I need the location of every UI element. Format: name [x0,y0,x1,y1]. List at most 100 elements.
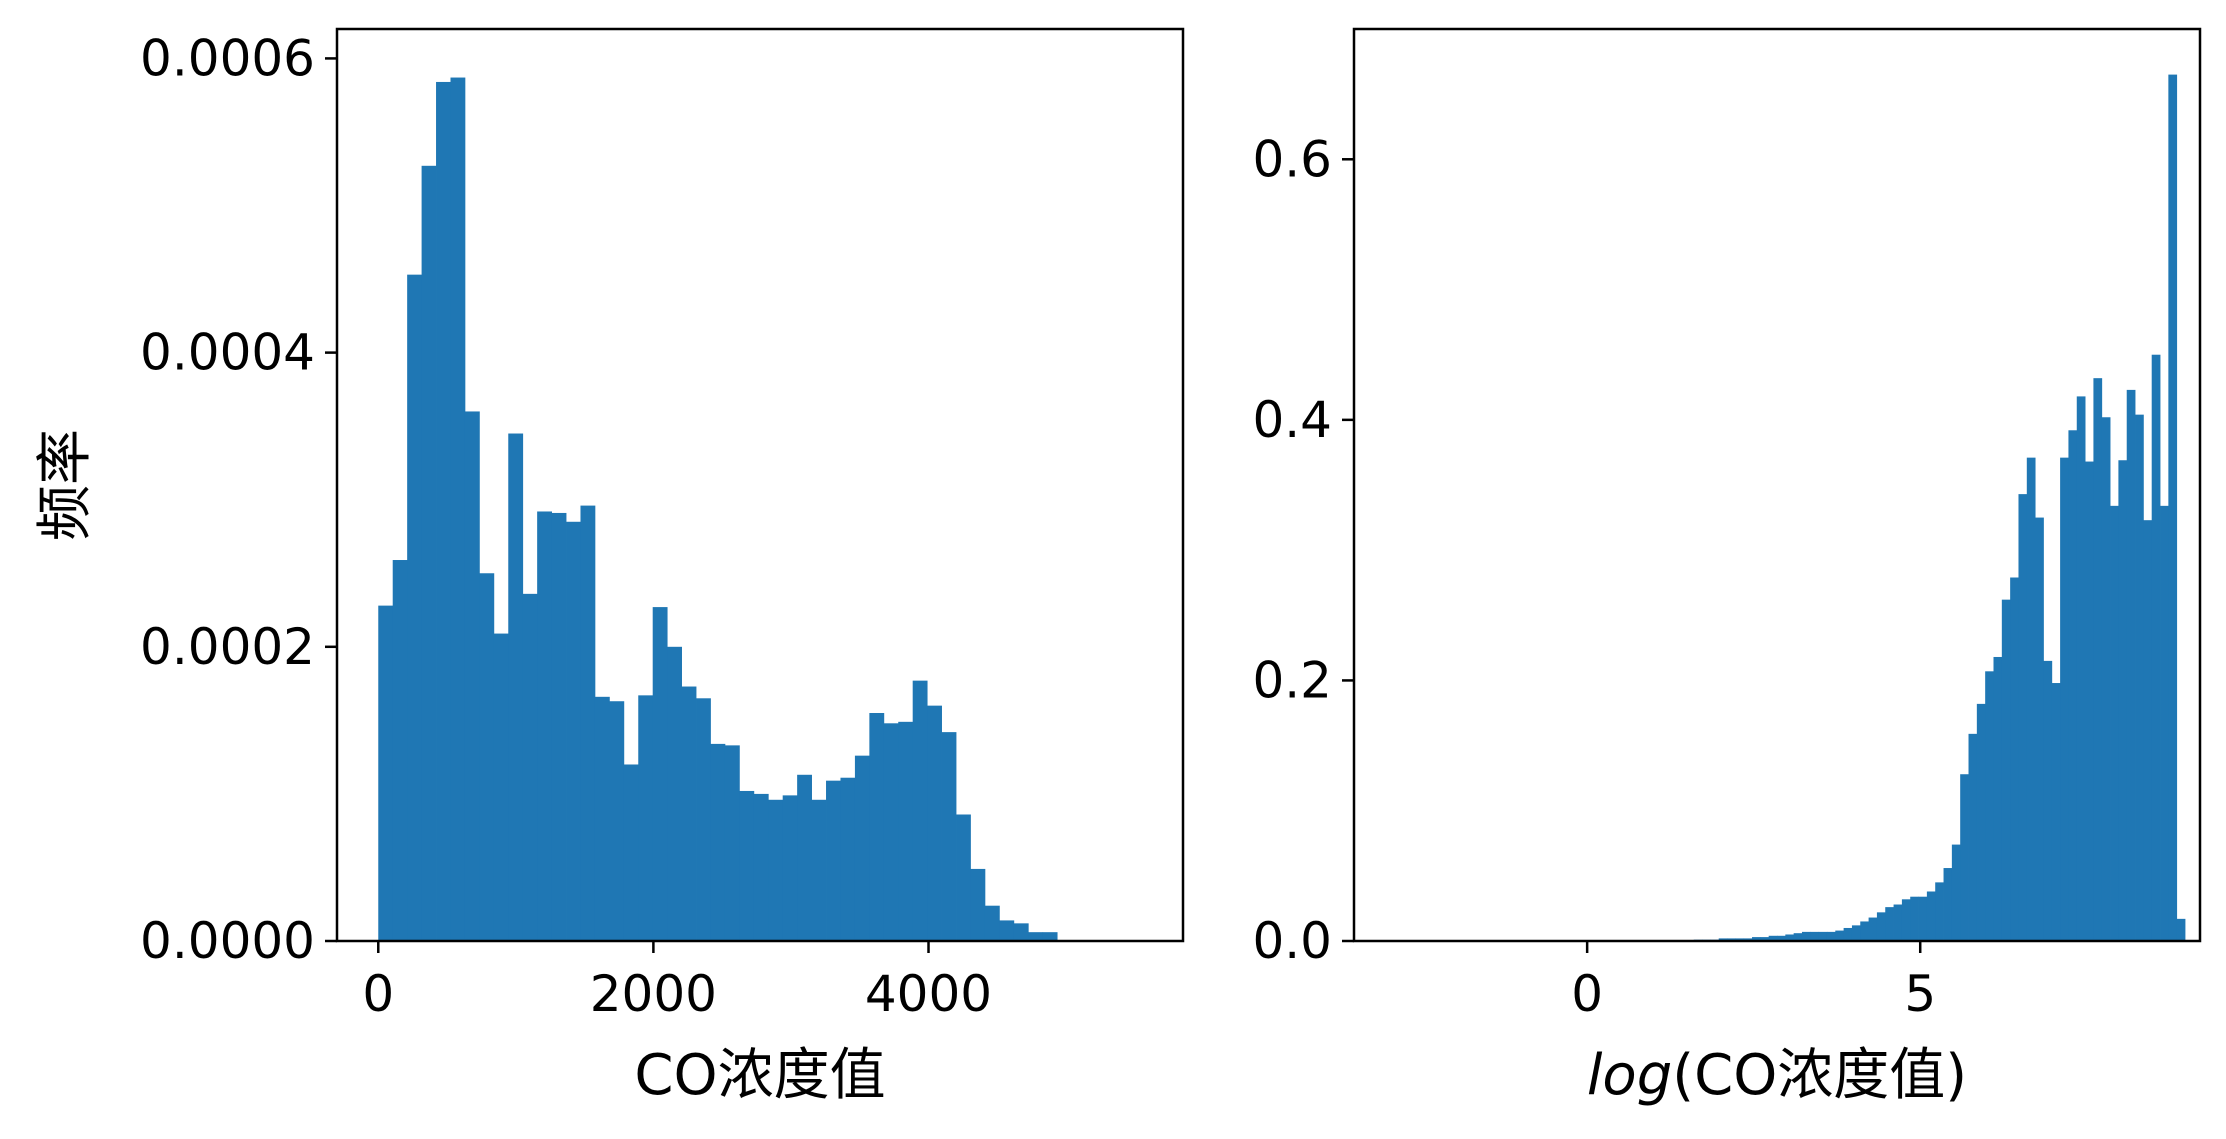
right-histogram-bar [2135,414,2144,941]
left-histogram-bar [450,77,466,942]
right-histogram-bar [1752,937,1761,941]
left-histogram-bar [667,646,682,941]
right-histogram-bar [1760,937,1770,941]
right-histogram-bar [2026,457,2036,941]
right-histogram-bar [1951,844,1961,941]
right-histogram-bar [1976,703,1986,941]
left-histogram-bar [551,512,567,941]
right-histogram-bar [1801,931,1811,941]
left-y-tick-label: 0.0000 [140,912,315,970]
right-histogram-bars [1693,74,2186,942]
right-histogram-bar [2160,505,2169,941]
right-histogram-bar [2093,378,2103,941]
left-histogram-bar [811,799,827,941]
right-histogram-bar [1868,917,1878,941]
right-histogram-bar [1785,934,1795,941]
left-histogram-bar [436,81,451,942]
right-histogram-bar [1943,868,1953,941]
right-y-tick-label: 0.4 [1252,391,1332,449]
right-x-tick-label: 5 [1904,965,1936,1023]
left-y-axis-label: 频率 [33,429,98,541]
right-histogram-bar [1835,930,1845,941]
right-histogram-bar [1993,656,2003,941]
right-histogram-bar [2060,457,2069,941]
left-y-tick-label: 0.0006 [140,29,315,87]
right-histogram-bar [1885,907,1894,941]
left-histogram-bar [638,695,654,941]
left-x-axis-label: CO浓度值 [634,1043,885,1108]
right-y-tick-label: 0.2 [1252,651,1332,709]
right-histogram-bar [1893,904,1903,941]
right-histogram-bar [1768,935,1778,941]
right-x-axis-label: log(CO浓度值) [1587,1043,1967,1108]
right-histogram-bar [2126,389,2136,941]
left-histogram-bar [912,680,928,941]
right-histogram-bar [2051,683,2061,941]
right-histogram-bar [2110,505,2119,941]
left-histogram-bar [710,743,726,941]
left-histogram-bar [840,777,856,941]
left-histogram-bar [696,698,711,941]
right-plot-frame [1352,27,2202,943]
left-histogram-bar [739,790,755,941]
right-histogram-bar [1910,896,1919,941]
left-y-ticks: 0.0000 0.0002 0.0004 0.0006 [140,29,337,970]
left-histogram-bar [392,560,408,941]
left-histogram-bar [898,721,914,941]
right-histogram-bar [1968,733,1978,941]
right-histogram-bar [1826,931,1836,941]
right-histogram-bar [1960,774,1969,941]
right-histogram-bar [1926,891,1936,941]
right-histogram-bar [1935,882,1944,941]
right-histogram-bar [1901,899,1911,941]
right-histogram-bar [1876,912,1886,941]
right-histogram-bar [1777,935,1786,941]
right-histogram-bar [2143,520,2153,941]
left-histogram-bar [1013,923,1029,941]
right-x-axis-label-rest: (CO浓度值) [1672,1043,1967,1108]
right-y-tick-label: 0.6 [1252,130,1332,188]
left-histogram-bar [768,799,784,941]
left-histogram-bar [782,795,798,941]
left-histogram-bar [378,605,394,941]
right-histogram-bar [2168,74,2178,942]
left-histogram-bar [623,764,639,941]
right-histogram-bar [2101,417,2111,941]
right-histogram-bar [2176,918,2186,941]
left-histogram-bar [753,793,769,941]
left-histogram-bar [883,723,899,941]
right-histogram-bar [2001,599,2011,941]
left-histogram-bar [970,868,986,941]
right-histogram-bar [2118,460,2128,941]
left-histogram-bar [479,573,495,941]
left-histogram: 0 2000 4000 0.0000 0.0002 0.0004 0.0006 CO浓度值… [33,27,1185,1108]
right-histogram-bar [1735,938,1745,941]
right-histogram-bar [1985,671,1994,941]
right-histogram-bar [1743,938,1753,941]
left-y-tick-label: 0.0004 [140,324,315,382]
left-histogram-bar [941,732,957,941]
left-histogram-bar [681,686,697,941]
left-histogram-bar [580,505,596,941]
left-histogram-bar [522,593,538,941]
left-histogram-bar [826,780,841,941]
left-histogram-bar [984,905,1000,941]
left-histogram-bars [378,77,1058,942]
right-histogram-bar [2035,517,2044,941]
left-histogram-bar [594,696,610,941]
left-histogram-bar [956,814,971,941]
left-histogram-bar [1028,932,1044,941]
right-histogram-bar [1851,925,1861,941]
right-histogram-bar [2018,494,2028,941]
left-x-ticks: 0 2000 4000 [362,941,992,1023]
right-histogram-bar [1843,927,1853,941]
right-histogram-bar [1793,933,1803,941]
right-y-tick-label: 0.0 [1252,912,1332,970]
right-histogram-bar [1810,931,1820,941]
right-histogram-bar [2043,660,2053,941]
left-histogram-bar [407,274,422,941]
right-y-ticks: 0.0 0.2 0.4 0.6 [1252,130,1354,970]
